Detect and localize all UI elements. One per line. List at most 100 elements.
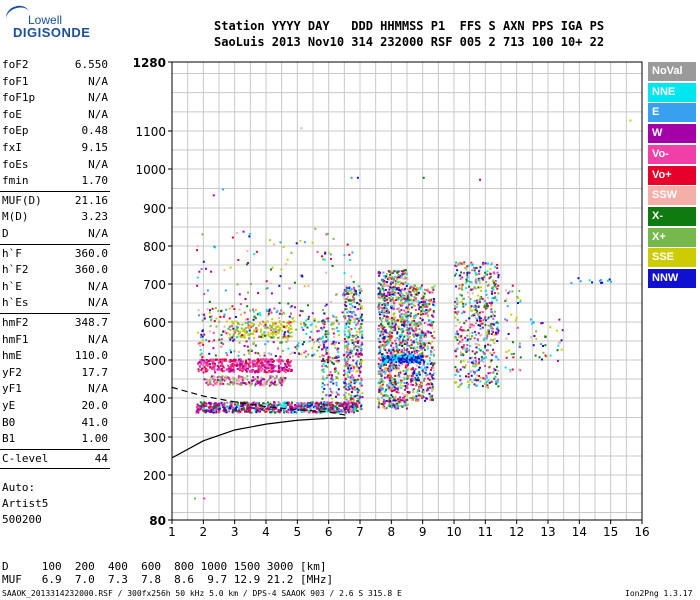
echo-point xyxy=(214,371,217,374)
echo-point xyxy=(256,360,259,363)
echo-point xyxy=(479,266,482,269)
echo-point xyxy=(428,298,431,301)
echo-point xyxy=(286,362,289,365)
echo-point xyxy=(322,322,325,325)
echo-point xyxy=(399,351,402,354)
echo-point xyxy=(349,328,352,331)
echo-point xyxy=(349,370,352,373)
echo-point xyxy=(227,367,230,370)
echo-point xyxy=(334,341,337,344)
echo-point xyxy=(456,367,459,370)
echo-point xyxy=(253,362,256,365)
echo-point xyxy=(579,280,582,283)
echo-point xyxy=(393,293,396,296)
echo-point xyxy=(391,365,394,368)
echo-point xyxy=(200,352,203,355)
echo-point xyxy=(379,385,382,388)
echo-point xyxy=(202,359,205,362)
echo-point xyxy=(388,386,391,389)
echo-point xyxy=(282,367,285,370)
echo-point xyxy=(457,334,460,337)
echo-point xyxy=(471,262,474,265)
echo-point xyxy=(338,410,341,413)
echo-point xyxy=(489,365,492,368)
echo-point xyxy=(250,369,253,372)
echo-point xyxy=(497,284,500,287)
echo-point xyxy=(226,406,229,409)
echo-point xyxy=(283,370,286,373)
echo-point xyxy=(390,320,393,323)
echo-point xyxy=(392,318,395,321)
echo-point xyxy=(326,361,329,364)
echo-point xyxy=(406,308,409,311)
echo-point xyxy=(243,368,246,371)
echo-point xyxy=(407,305,410,308)
echo-point xyxy=(285,368,288,371)
x-tick-label: 8 xyxy=(388,525,396,539)
echo-point xyxy=(395,270,398,273)
echo-point xyxy=(401,344,404,347)
echo-point xyxy=(394,399,397,402)
echo-point xyxy=(270,336,273,339)
param-value: 3.23 xyxy=(81,210,109,224)
echo-point xyxy=(458,287,461,290)
echo-point xyxy=(518,342,521,345)
echo-point xyxy=(474,359,477,362)
echo-point xyxy=(343,380,346,383)
echo-point xyxy=(240,383,243,386)
echo-point xyxy=(233,363,236,366)
echo-point xyxy=(401,288,404,291)
echo-point xyxy=(212,384,215,387)
echo-point xyxy=(395,358,398,361)
echo-point xyxy=(275,375,278,378)
echo-point xyxy=(215,411,218,414)
echo-point xyxy=(232,359,235,362)
echo-point xyxy=(343,401,346,404)
echo-point xyxy=(427,310,430,313)
echo-point xyxy=(379,344,382,347)
echo-point xyxy=(346,371,349,374)
echo-point xyxy=(201,335,204,338)
echo-point xyxy=(196,245,199,248)
echo-point xyxy=(283,411,286,414)
echo-point xyxy=(385,302,388,305)
echo-point xyxy=(232,368,235,371)
echo-point xyxy=(399,384,402,387)
echo-point xyxy=(416,322,419,325)
echo-point xyxy=(377,404,380,407)
echo-point xyxy=(331,361,334,364)
echo-point xyxy=(407,391,410,394)
echo-point xyxy=(400,276,403,279)
echo-point xyxy=(388,341,391,344)
echo-point xyxy=(323,323,326,326)
echo-point xyxy=(247,404,250,407)
echo-point xyxy=(428,372,431,375)
echo-point xyxy=(233,381,236,384)
echo-point xyxy=(417,291,420,294)
echo-point xyxy=(219,376,222,379)
echo-point xyxy=(350,303,353,306)
echo-point xyxy=(468,349,471,352)
echo-point xyxy=(383,314,386,317)
echo-point xyxy=(419,352,422,355)
echo-point xyxy=(233,350,236,353)
echo-point xyxy=(270,268,273,271)
echo-point xyxy=(329,360,332,363)
echo-point xyxy=(405,349,408,352)
echo-point xyxy=(252,363,255,366)
echo-point xyxy=(279,362,282,365)
echo-point xyxy=(418,384,421,387)
echo-point xyxy=(485,302,488,305)
echo-point xyxy=(278,321,281,324)
echo-point xyxy=(417,377,420,380)
echo-point xyxy=(491,329,494,332)
echo-point xyxy=(193,497,196,500)
param-row-fof1: foF1 N/A xyxy=(2,74,108,91)
echo-point xyxy=(205,381,208,384)
echo-point xyxy=(474,352,477,355)
echo-point xyxy=(280,376,283,379)
echo-point xyxy=(326,374,329,377)
echo-point xyxy=(400,309,403,312)
echo-point xyxy=(419,345,422,348)
echo-point xyxy=(216,358,219,361)
